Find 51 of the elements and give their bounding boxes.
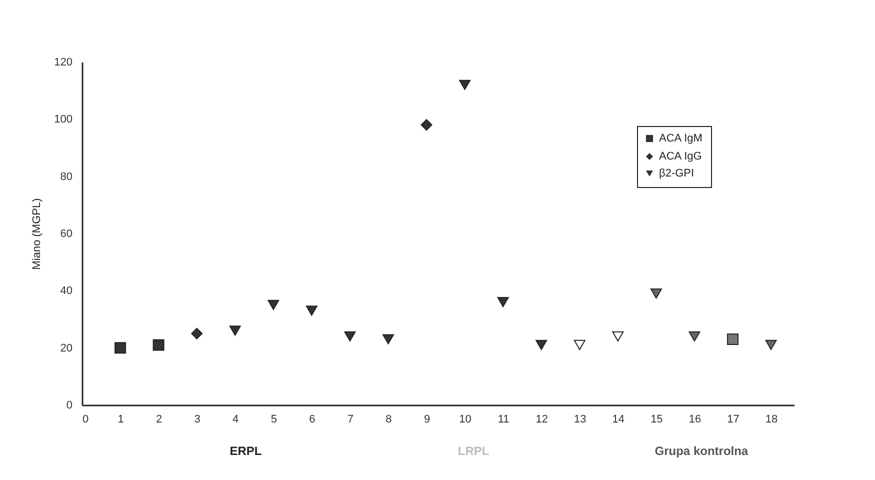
point bbox=[229, 326, 241, 336]
x-tick-label: 15 bbox=[650, 414, 663, 426]
y-axis-title: Miano (MGPL) bbox=[31, 198, 44, 270]
point bbox=[574, 340, 586, 350]
y-tick-label: 60 bbox=[60, 228, 72, 240]
point bbox=[114, 342, 126, 354]
y-tick-label: 100 bbox=[54, 114, 72, 126]
x-tick-label: 4 bbox=[232, 414, 239, 426]
y-tick-label: 120 bbox=[54, 56, 72, 68]
point bbox=[650, 288, 662, 299]
legend-label: β2-GPI bbox=[659, 168, 694, 180]
legend-label: ACA IgG bbox=[659, 150, 702, 162]
y-tick-label: 80 bbox=[60, 170, 72, 183]
point bbox=[459, 80, 471, 90]
point bbox=[536, 340, 548, 350]
x-tick-label: 13 bbox=[574, 414, 586, 426]
x-tick-label: 8 bbox=[386, 414, 392, 426]
text: Grupa kontrolna bbox=[654, 444, 748, 458]
x-tick-label: 18 bbox=[765, 414, 778, 426]
legend-label: ACA IgM bbox=[659, 132, 702, 144]
point bbox=[152, 339, 164, 351]
x-tick-label: 3 bbox=[194, 414, 200, 426]
point bbox=[382, 334, 394, 344]
point bbox=[191, 328, 203, 340]
x-tick-label: 2 bbox=[156, 414, 162, 426]
point bbox=[688, 331, 700, 342]
point bbox=[344, 331, 356, 342]
point bbox=[765, 340, 777, 350]
x-tick-label: 14 bbox=[612, 414, 625, 426]
text: ERPL bbox=[230, 444, 262, 458]
point bbox=[420, 119, 432, 131]
x-tick-label: 10 bbox=[459, 414, 472, 426]
text: LRPL bbox=[458, 444, 490, 458]
x-tick-label: 6 bbox=[309, 414, 316, 426]
x-tick-label: 7 bbox=[347, 414, 354, 426]
x-tick-label: 17 bbox=[727, 414, 740, 426]
x-tick-label: 11 bbox=[498, 414, 510, 426]
point bbox=[727, 334, 738, 345]
x-tick-label: 1 bbox=[118, 414, 124, 426]
point bbox=[268, 300, 280, 310]
y-tick-label: 40 bbox=[60, 285, 72, 298]
x-tick-label: 12 bbox=[536, 414, 548, 426]
y-tick-label: 0 bbox=[66, 400, 72, 412]
x-tick-label: 16 bbox=[688, 414, 702, 426]
point bbox=[306, 306, 318, 316]
point bbox=[612, 331, 624, 342]
point bbox=[497, 297, 509, 308]
y-tick-label: 20 bbox=[60, 342, 72, 354]
x-tick-label: 9 bbox=[424, 414, 430, 426]
x-tick-label: 0 bbox=[82, 414, 89, 426]
x-tick-label: 5 bbox=[270, 414, 277, 426]
